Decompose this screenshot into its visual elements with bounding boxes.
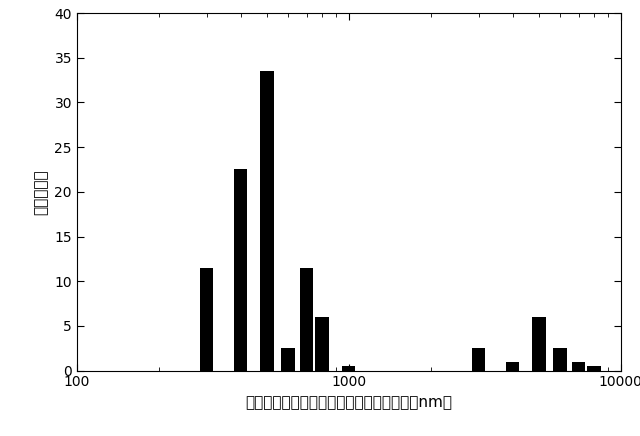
Bar (472, 348, 485, 371)
Bar (282, 348, 295, 371)
Bar (342, 366, 355, 371)
Bar (532, 317, 545, 371)
Y-axis label: 割合（％）: 割合（％） (34, 169, 49, 215)
Bar (554, 348, 567, 371)
Bar (506, 361, 519, 371)
Bar (316, 317, 329, 371)
Bar (200, 268, 213, 371)
Bar (572, 361, 586, 371)
Bar (300, 268, 314, 371)
Bar (588, 366, 601, 371)
Bar (234, 170, 247, 371)
Bar (260, 71, 273, 371)
X-axis label: 繊維状カーボンナノホーン集合体の長さ（nm）: 繊維状カーボンナノホーン集合体の長さ（nm） (245, 395, 452, 410)
